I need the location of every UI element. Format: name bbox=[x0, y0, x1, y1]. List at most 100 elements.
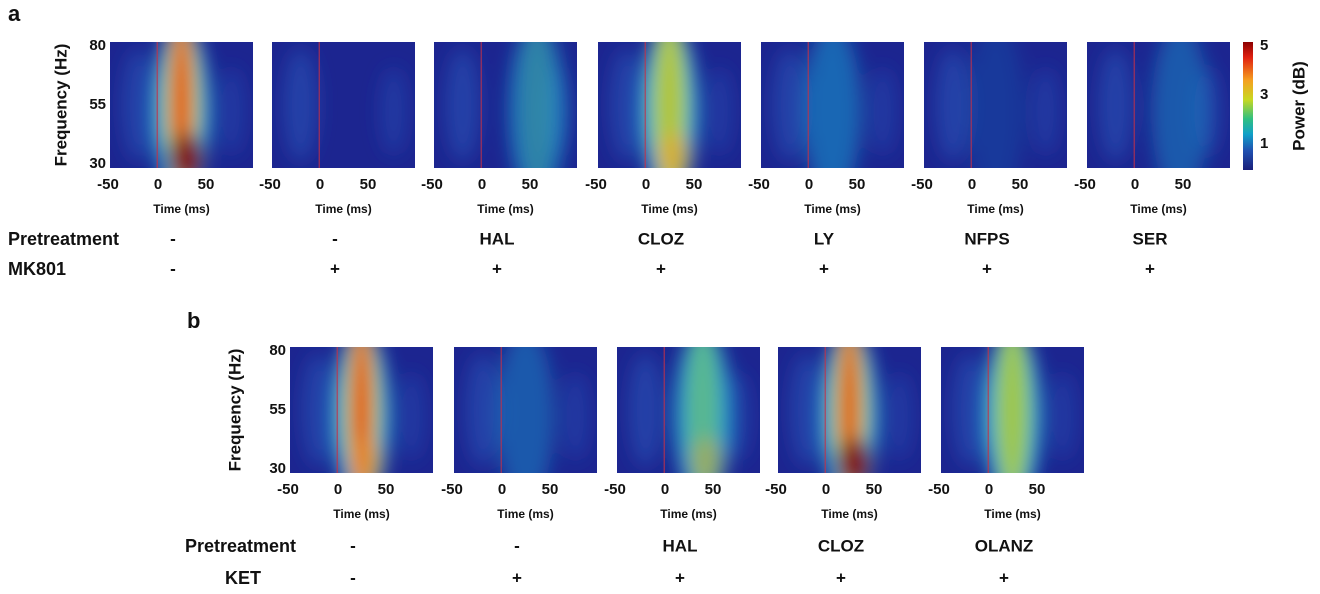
blob bbox=[1031, 67, 1060, 156]
y-tick-label: 80 bbox=[89, 37, 106, 54]
pretreatment-label: NFPS bbox=[964, 229, 1009, 248]
blob bbox=[379, 67, 408, 156]
y-axis-label: Frequency (Hz) bbox=[225, 349, 244, 472]
blob bbox=[465, 353, 500, 467]
blob bbox=[656, 132, 691, 168]
x-tick-label: -50 bbox=[441, 481, 463, 498]
treatment-label: + bbox=[999, 568, 1009, 587]
treatment-label: - bbox=[350, 568, 356, 587]
blob bbox=[445, 48, 480, 162]
blob bbox=[519, 42, 555, 168]
panel-letter: a bbox=[8, 1, 21, 26]
heat-blobs bbox=[1098, 42, 1223, 168]
x-tick-label: 0 bbox=[1131, 176, 1139, 193]
y-tick-label: 55 bbox=[89, 96, 106, 113]
heatmap bbox=[924, 42, 1067, 168]
blob bbox=[885, 372, 914, 461]
heat-blobs bbox=[121, 42, 246, 168]
x-tick-label: 0 bbox=[968, 176, 976, 193]
treatment-label: + bbox=[982, 259, 992, 278]
x-axis-label: Time (ms) bbox=[477, 202, 533, 216]
x-tick-label: -50 bbox=[277, 481, 299, 498]
blob bbox=[397, 372, 426, 461]
x-tick-label: 50 bbox=[1029, 481, 1046, 498]
heatmap bbox=[454, 347, 597, 473]
blob bbox=[1002, 347, 1023, 473]
treatment-label: + bbox=[512, 568, 522, 587]
heat-blobs bbox=[609, 42, 734, 168]
blob bbox=[868, 67, 897, 156]
blob bbox=[496, 347, 555, 473]
x-tick-label: 50 bbox=[1012, 176, 1029, 193]
heatmap bbox=[290, 347, 433, 473]
heat-blobs bbox=[628, 347, 753, 473]
treatment-label: + bbox=[819, 259, 829, 278]
pretreatment-label: - bbox=[332, 229, 338, 248]
x-tick-label: 0 bbox=[316, 176, 324, 193]
pretreatment-label: - bbox=[350, 536, 356, 555]
row-label: Pretreatment bbox=[185, 536, 296, 556]
x-axis-label: Time (ms) bbox=[821, 507, 877, 521]
x-tick-label: 0 bbox=[478, 176, 486, 193]
heat-blobs bbox=[935, 42, 1060, 168]
pretreatment-label: LY bbox=[814, 229, 835, 248]
y-tick-label: 30 bbox=[269, 460, 286, 477]
x-axis-label: Time (ms) bbox=[315, 202, 371, 216]
x-axis-label: Time (ms) bbox=[804, 202, 860, 216]
blob bbox=[803, 42, 862, 168]
x-axis-label: Time (ms) bbox=[660, 507, 716, 521]
x-tick-label: -50 bbox=[911, 176, 933, 193]
x-tick-label: 50 bbox=[378, 481, 395, 498]
blob bbox=[348, 437, 383, 473]
heatmap bbox=[617, 347, 760, 473]
x-tick-label: -50 bbox=[585, 176, 607, 193]
blob bbox=[836, 437, 871, 473]
y-tick-label: 55 bbox=[269, 401, 286, 418]
blob bbox=[1151, 42, 1209, 168]
x-tick-label: 50 bbox=[522, 176, 539, 193]
blob bbox=[561, 372, 590, 461]
treatment-label: + bbox=[656, 259, 666, 278]
x-tick-label: -50 bbox=[1074, 176, 1096, 193]
blob bbox=[772, 48, 807, 162]
treatment-label: + bbox=[1145, 259, 1155, 278]
y-tick-label: 80 bbox=[269, 342, 286, 359]
x-tick-label: 0 bbox=[805, 176, 813, 193]
blob bbox=[1098, 48, 1133, 162]
x-tick-label: -50 bbox=[765, 481, 787, 498]
colorbar-label: Power (dB) bbox=[1289, 61, 1308, 151]
treatment-label: + bbox=[836, 568, 846, 587]
blob bbox=[628, 353, 663, 467]
blob bbox=[952, 353, 987, 467]
x-tick-label: 50 bbox=[705, 481, 722, 498]
x-tick-label: 0 bbox=[661, 481, 669, 498]
x-axis-label: Time (ms) bbox=[967, 202, 1023, 216]
heatmap bbox=[272, 42, 415, 168]
heatmap bbox=[761, 42, 904, 168]
heat-blobs bbox=[772, 42, 897, 168]
treatment-label: + bbox=[492, 259, 502, 278]
pretreatment-label: HAL bbox=[663, 536, 698, 555]
x-tick-label: 0 bbox=[642, 176, 650, 193]
pretreatment-label: CLOZ bbox=[818, 536, 864, 555]
heat-blobs bbox=[283, 48, 408, 162]
heatmap bbox=[941, 347, 1084, 473]
colorbar-tick-label: 1 bbox=[1260, 135, 1268, 152]
blob bbox=[724, 372, 753, 461]
x-tick-label: -50 bbox=[748, 176, 770, 193]
x-tick-label: -50 bbox=[604, 481, 626, 498]
heatmap bbox=[598, 42, 741, 168]
y-tick-label: 30 bbox=[89, 155, 106, 172]
x-tick-label: -50 bbox=[928, 481, 950, 498]
x-axis-label: Time (ms) bbox=[333, 507, 389, 521]
x-tick-label: -50 bbox=[421, 176, 443, 193]
colorbar-tick-label: 5 bbox=[1260, 37, 1268, 54]
heatmap bbox=[434, 42, 577, 168]
blob bbox=[121, 48, 156, 162]
x-axis-label: Time (ms) bbox=[984, 507, 1040, 521]
blob bbox=[217, 67, 246, 156]
pretreatment-label: HAL bbox=[480, 229, 515, 248]
x-tick-label: 0 bbox=[822, 481, 830, 498]
x-tick-label: -50 bbox=[259, 176, 281, 193]
x-tick-label: 50 bbox=[198, 176, 215, 193]
